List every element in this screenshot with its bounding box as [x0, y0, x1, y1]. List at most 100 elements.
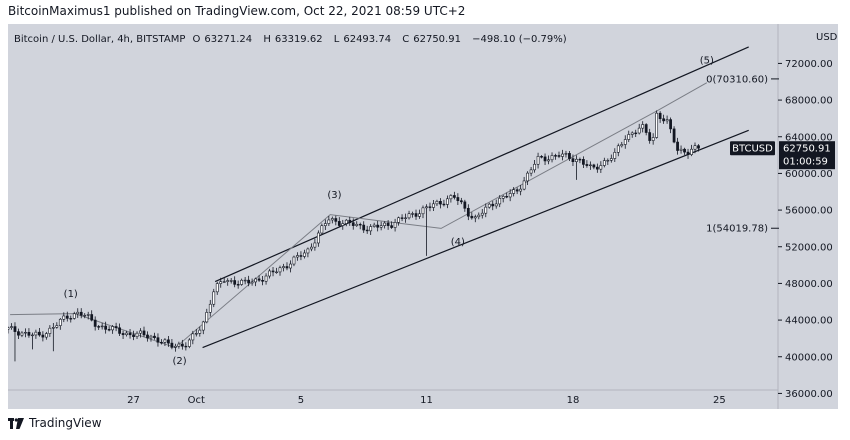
high-value: H 63319.62	[263, 34, 323, 45]
candle-down	[334, 218, 338, 222]
candle-up	[240, 279, 244, 285]
candle-up	[327, 219, 331, 224]
candle-up	[268, 270, 271, 277]
candle-down	[543, 156, 547, 162]
candle-up	[198, 329, 202, 334]
candle-up	[219, 281, 223, 284]
candle-up	[212, 291, 216, 305]
candle-up	[254, 278, 257, 283]
candle-up	[435, 201, 439, 205]
candle-up	[222, 281, 226, 283]
candle-down	[568, 153, 571, 159]
candle-up	[637, 127, 641, 134]
candle-up	[229, 280, 233, 282]
candle-up	[163, 339, 167, 343]
candle-down	[337, 221, 341, 226]
candle-down	[13, 326, 17, 332]
candle-down	[27, 332, 31, 336]
candle-down	[348, 219, 352, 223]
candle-up	[404, 217, 407, 219]
candle-up	[250, 281, 254, 284]
candle-up	[432, 203, 435, 208]
candle-down	[146, 334, 149, 339]
candle-down	[658, 112, 662, 120]
candle-down	[118, 327, 121, 334]
candle-down	[69, 318, 73, 320]
candle-down	[365, 229, 369, 232]
candle-down	[669, 119, 672, 130]
candle-down	[686, 151, 690, 155]
candle-down	[585, 164, 589, 166]
y-tick-label: 64000.00	[785, 132, 833, 143]
candle-up	[550, 155, 554, 161]
symbol-description: Bitcoin / U.S. Dollar, 4h, BITSTAMP	[14, 34, 186, 45]
candle-up	[665, 119, 669, 122]
candle-up	[602, 160, 606, 166]
candle-up	[477, 214, 481, 218]
candle-up	[187, 339, 191, 347]
candle-up	[208, 303, 212, 313]
candle-up	[641, 124, 645, 129]
candle-up	[613, 152, 617, 159]
currency-label: USD	[816, 32, 838, 43]
price-chart[interactable]: 36000.00 40000.00 44000.00 48000.00 52000.00…	[8, 24, 838, 409]
candle-down	[470, 215, 474, 219]
candle-down	[358, 223, 362, 226]
candle-down	[107, 329, 111, 331]
candle-up	[55, 325, 59, 328]
candle-up	[494, 203, 498, 207]
y-tick-label: 36000.00	[785, 389, 833, 400]
candle-down	[676, 141, 679, 151]
candle-up	[310, 246, 313, 250]
candle-down	[672, 128, 676, 143]
candle-down	[121, 333, 125, 336]
chart-panel[interactable]: 36000.00 40000.00 44000.00 48000.00 52000.00…	[8, 24, 838, 409]
candle-down	[634, 132, 638, 135]
candle-up	[330, 218, 334, 221]
candle-down	[683, 148, 686, 153]
price-tag-bg	[779, 141, 835, 170]
candle-up	[125, 332, 128, 336]
candle-up	[393, 222, 397, 228]
candle-down	[261, 279, 264, 282]
price-tag-symbol: BTCUSD	[732, 144, 773, 155]
publisher-caption: BitcoinMaximus1 published on TradingView…	[8, 4, 466, 18]
wave-label: (1)	[64, 289, 78, 300]
candle-down	[428, 206, 432, 208]
candle-up	[609, 158, 613, 161]
y-tick-label: 40000.00	[785, 352, 833, 363]
candle-up	[355, 223, 359, 226]
channel-upper-line	[214, 46, 749, 283]
candle-up	[51, 327, 55, 329]
candle-up	[215, 283, 219, 293]
candle-up	[313, 242, 317, 248]
candle-up	[407, 213, 411, 219]
candle-up	[651, 137, 655, 141]
candle-up	[508, 193, 512, 198]
candle-up	[519, 188, 523, 192]
candle-down	[414, 213, 418, 217]
candle-up	[111, 326, 115, 331]
candle-up	[379, 225, 383, 228]
footer-brand[interactable]: TradingView	[29, 416, 102, 430]
candle-down	[104, 325, 108, 330]
candle-up	[44, 333, 48, 338]
candle-up	[655, 112, 659, 138]
candle-down	[557, 155, 561, 157]
candle-down	[132, 334, 135, 337]
candle-up	[296, 255, 299, 258]
candle-up	[421, 207, 425, 215]
fib-level-label: 1(54019.78)	[706, 224, 768, 235]
candle-up	[320, 225, 324, 234]
candle-down	[442, 203, 446, 206]
y-tick-label: 60000.00	[785, 169, 833, 180]
candle-up	[522, 180, 526, 190]
candle-up	[139, 330, 142, 334]
wave-label: (4)	[451, 237, 465, 248]
candle-up	[526, 172, 529, 182]
candle-down	[505, 196, 509, 198]
candle-up	[306, 248, 310, 254]
candle-down	[167, 339, 170, 344]
candle-up	[278, 267, 282, 273]
candle-down	[540, 156, 543, 158]
